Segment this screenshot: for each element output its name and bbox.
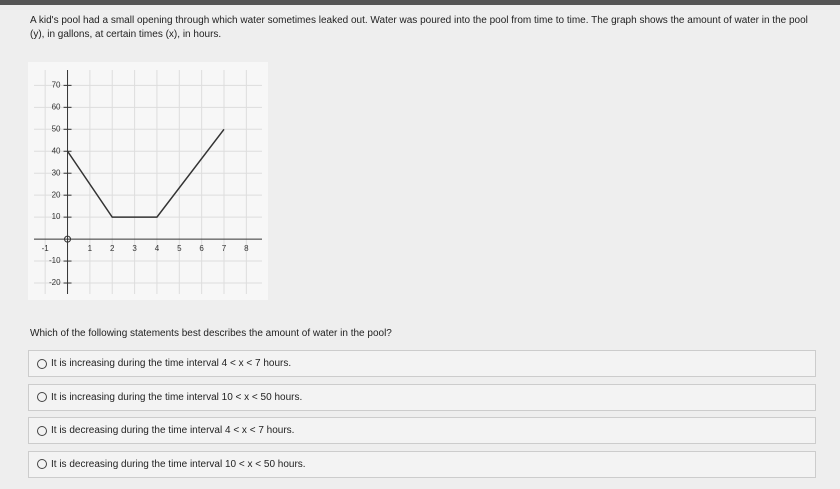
radio[interactable]: [37, 459, 47, 469]
question-intro: A kid's pool had a small opening through…: [30, 15, 808, 40]
y-tick-label: 20: [52, 190, 61, 199]
option-text: It is decreasing during the time interva…: [51, 458, 306, 470]
x-tick-label: 4: [155, 244, 160, 253]
data-line: [66, 128, 225, 218]
option[interactable]: It is decreasing during the time interva…: [28, 450, 816, 478]
origin: [64, 235, 72, 243]
y-tick-label: -10: [49, 256, 61, 265]
y-tick-label: -20: [49, 278, 61, 287]
option-text: It is increasing during the time interva…: [51, 358, 292, 369]
question: Which of the following statements best d…: [30, 328, 392, 339]
option[interactable]: It is increasing during the time interva…: [28, 350, 816, 377]
y-tick-label: 40: [52, 146, 61, 155]
x-tick-label: 1: [88, 244, 93, 253]
x-tick-label: 8: [244, 244, 249, 253]
option[interactable]: It is increasing during the time interva…: [28, 383, 816, 411]
y-tick-label: 70: [52, 80, 61, 89]
y-tick-label: 30: [52, 168, 61, 177]
radio[interactable]: [37, 392, 47, 402]
x-tick-label: 3: [132, 244, 137, 253]
radio[interactable]: [37, 425, 47, 436]
x-tick-label: 7: [222, 244, 227, 253]
option[interactable]: It is decreasing during the time interva…: [28, 417, 816, 444]
radio[interactable]: [37, 358, 47, 369]
x-tick-label: -1: [42, 244, 50, 253]
option-text: It is increasing during the time interva…: [51, 391, 303, 403]
top-bar: [0, 0, 840, 5]
y-tick-label: 50: [52, 124, 61, 133]
y-tick-label: 60: [52, 102, 61, 111]
x-tick-label: 2: [110, 244, 115, 253]
y-tick-label: 10: [52, 212, 61, 221]
x-tick-label: 6: [199, 244, 204, 253]
graph: -1 1 2 3 4 5 6 7 8 70 60 50 40 30 20 10 -10 -20: [28, 62, 268, 300]
x-tick-label: 5: [177, 244, 182, 253]
option-text: It is decreasing during the time interva…: [51, 425, 295, 436]
